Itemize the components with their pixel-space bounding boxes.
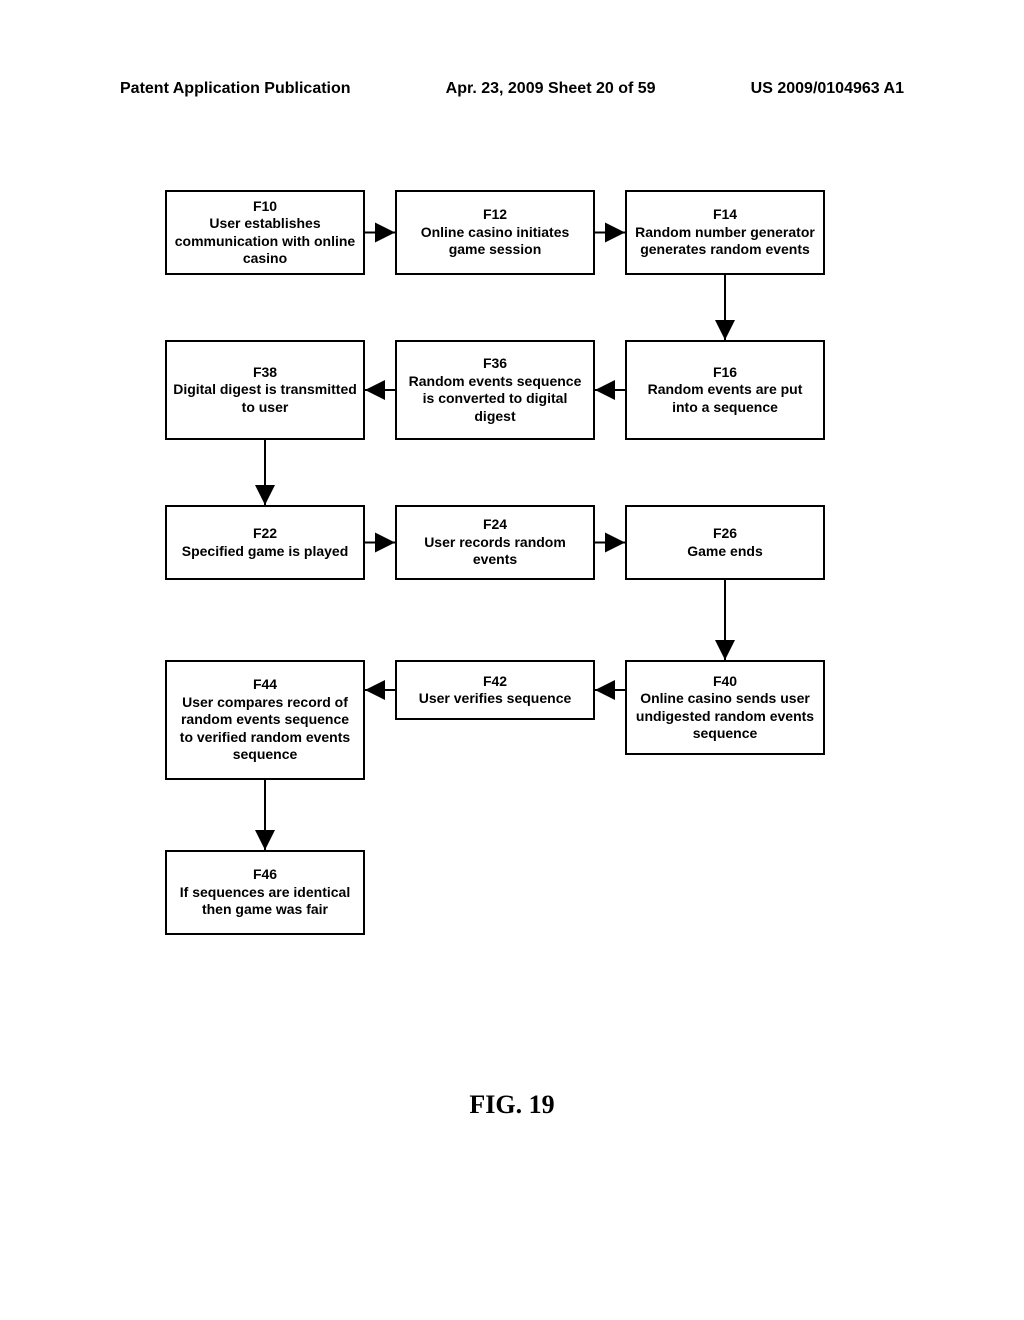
page-header: Patent Application Publication Apr. 23, …: [0, 80, 1024, 98]
step-text: User records random events: [403, 534, 587, 569]
step-code: F38: [173, 364, 357, 382]
header-right: US 2009/0104963 A1: [751, 80, 904, 98]
step-text: If sequences are identical then game was…: [173, 884, 357, 919]
step-text: User establishes communication with onli…: [173, 215, 357, 268]
flowchart-arrows: [0, 170, 1024, 1070]
step-code: F14: [633, 206, 817, 224]
step-text: Random number generator generates random…: [633, 224, 817, 259]
flowchart: F10User establishes communication with o…: [0, 170, 1024, 1070]
step-text: Specified game is played: [173, 543, 357, 561]
step-code: F16: [633, 364, 817, 382]
step-code: F36: [403, 355, 587, 373]
step-text: Random events are put into a sequence: [633, 381, 817, 416]
flowchart-step-f14: F14Random number generator generates ran…: [625, 190, 825, 275]
header-left: Patent Application Publication: [120, 80, 351, 98]
step-text: User compares record of random events se…: [173, 694, 357, 764]
flowchart-step-f24: F24User records random events: [395, 505, 595, 580]
flowchart-step-f44: F44User compares record of random events…: [165, 660, 365, 780]
header-center: Apr. 23, 2009 Sheet 20 of 59: [446, 80, 656, 98]
step-text: Online casino initiates game session: [403, 224, 587, 259]
flowchart-step-f22: F22Specified game is played: [165, 505, 365, 580]
flowchart-step-f26: F26Game ends: [625, 505, 825, 580]
flowchart-step-f36: F36Random events sequence is converted t…: [395, 340, 595, 440]
step-text: Random events sequence is converted to d…: [403, 373, 587, 426]
step-text: Online casino sends user undigested rand…: [633, 690, 817, 743]
step-text: Digital digest is transmitted to user: [173, 381, 357, 416]
step-text: Game ends: [633, 543, 817, 561]
step-code: F12: [403, 206, 587, 224]
flowchart-step-f40: F40Online casino sends user undigested r…: [625, 660, 825, 755]
flowchart-step-f46: F46If sequences are identical then game …: [165, 850, 365, 935]
step-code: F44: [173, 676, 357, 694]
flowchart-step-f42: F42User verifies sequence: [395, 660, 595, 720]
step-code: F26: [633, 525, 817, 543]
step-code: F10: [173, 198, 357, 216]
flowchart-step-f38: F38Digital digest is transmitted to user: [165, 340, 365, 440]
flowchart-step-f16: F16Random events are put into a sequence: [625, 340, 825, 440]
step-code: F42: [403, 673, 587, 691]
step-code: F40: [633, 673, 817, 691]
step-code: F22: [173, 525, 357, 543]
step-code: F46: [173, 866, 357, 884]
figure-caption: FIG. 19: [0, 1090, 1024, 1120]
flowchart-step-f10: F10User establishes communication with o…: [165, 190, 365, 275]
step-text: User verifies sequence: [403, 690, 587, 708]
step-code: F24: [403, 516, 587, 534]
flowchart-step-f12: F12Online casino initiates game session: [395, 190, 595, 275]
